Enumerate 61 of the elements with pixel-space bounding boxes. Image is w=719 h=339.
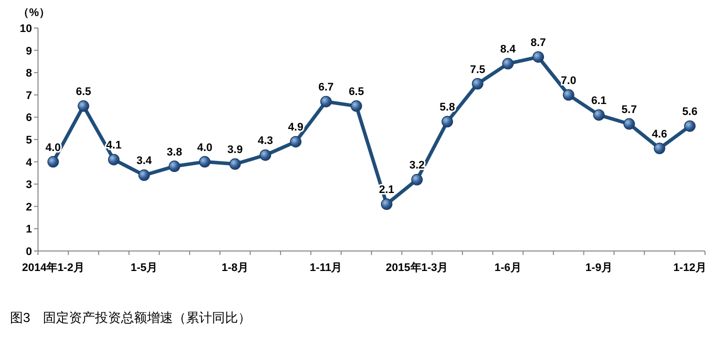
data-label: 4.3 bbox=[258, 135, 274, 148]
data-label: 7.0 bbox=[560, 74, 576, 87]
x-tick-label: 1-8月 bbox=[222, 262, 249, 274]
y-tick-label: 10 bbox=[20, 23, 32, 35]
y-tick-label: 0 bbox=[26, 246, 32, 258]
point bbox=[108, 154, 120, 166]
x-tick-label: 2014年1-2月 bbox=[22, 261, 84, 274]
point bbox=[138, 169, 150, 181]
y-tick-label: 1 bbox=[26, 224, 32, 236]
data-label: 3.8 bbox=[166, 146, 182, 158]
y-tick-label: 8 bbox=[26, 68, 32, 80]
data-label: 8.7 bbox=[530, 36, 546, 49]
data-label: 6.1 bbox=[591, 94, 607, 107]
point bbox=[260, 149, 272, 161]
point bbox=[47, 156, 59, 168]
x-tick-label: 1-6月 bbox=[494, 262, 522, 274]
point bbox=[290, 136, 302, 148]
data-label: 4.0 bbox=[197, 142, 212, 154]
data-label: 8.4 bbox=[500, 44, 516, 56]
data-label: 6.7 bbox=[318, 82, 334, 94]
data-label: 3.4 bbox=[136, 155, 153, 168]
point bbox=[532, 51, 544, 63]
point bbox=[168, 160, 180, 172]
data-label: 5.7 bbox=[622, 104, 637, 116]
y-tick-label: 3 bbox=[26, 179, 32, 192]
data-label: 6.5 bbox=[76, 86, 92, 98]
y-tick-label: 7 bbox=[26, 90, 32, 102]
point bbox=[684, 120, 696, 132]
y-tick-label: 2 bbox=[26, 201, 32, 214]
point bbox=[654, 142, 666, 154]
y-tick-label: 4 bbox=[26, 156, 33, 169]
text: 图3 固定资产投资总额增速（累计同比） bbox=[10, 310, 252, 325]
point bbox=[350, 100, 362, 112]
data-label: 4.9 bbox=[288, 122, 304, 134]
point bbox=[623, 118, 635, 130]
y-axis-title: （%） bbox=[18, 7, 50, 19]
data-label: 4.6 bbox=[652, 128, 668, 140]
point bbox=[380, 198, 392, 210]
data-label: 5.8 bbox=[440, 102, 455, 114]
data-label: 6.5 bbox=[348, 86, 364, 98]
point bbox=[562, 89, 574, 101]
point bbox=[229, 158, 241, 170]
x-tick-label: 2015年1-3月 bbox=[386, 261, 448, 274]
point bbox=[472, 78, 484, 90]
data-label: 3.9 bbox=[227, 144, 243, 156]
x-tick-label: 1-9月 bbox=[585, 262, 612, 274]
y-tick-label: 5 bbox=[26, 134, 32, 146]
point bbox=[78, 100, 90, 112]
point bbox=[411, 174, 423, 186]
point bbox=[502, 58, 514, 70]
point bbox=[199, 156, 210, 168]
x-tick-label: 1-11月 bbox=[310, 262, 342, 274]
data-label: 7.5 bbox=[470, 64, 486, 76]
x-tick-label: 1-12月 bbox=[673, 262, 706, 274]
y-tick-label: 6 bbox=[26, 112, 32, 124]
y-tick-label: 9 bbox=[26, 45, 32, 58]
point bbox=[442, 116, 454, 128]
data-label: 5.6 bbox=[682, 106, 698, 118]
point bbox=[593, 109, 605, 121]
x-tick-label: 1-5月 bbox=[130, 262, 158, 274]
point bbox=[320, 96, 332, 108]
